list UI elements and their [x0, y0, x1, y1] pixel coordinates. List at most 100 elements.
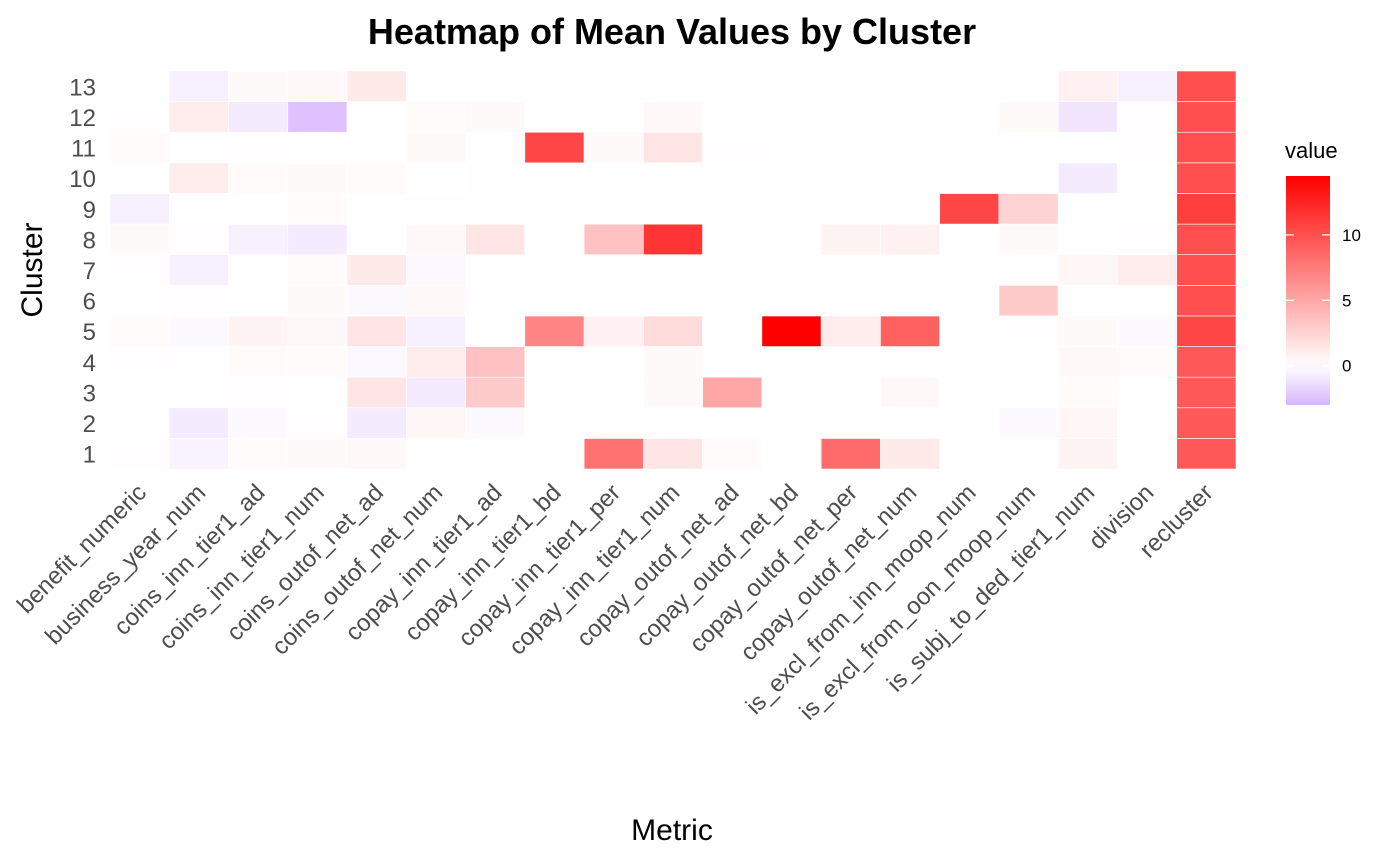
heatmap-cell — [820, 254, 881, 286]
y-tick-label: 3 — [83, 380, 96, 407]
heatmap-cell — [346, 70, 407, 102]
heatmap-cell — [1057, 254, 1118, 286]
heatmap-cell — [1117, 101, 1178, 133]
heatmap-cell — [702, 376, 763, 409]
heatmap-cell — [761, 438, 822, 470]
y-tick-label: 7 — [83, 258, 96, 285]
heatmap-cell — [939, 285, 1000, 317]
heatmap-cell — [524, 285, 585, 317]
heatmap-cell — [524, 193, 585, 225]
heatmap-cell — [109, 223, 170, 255]
heatmap-cell — [939, 376, 1000, 409]
heatmap-cell — [1057, 131, 1118, 164]
heatmap-cell — [168, 376, 229, 409]
heatmap-cell — [998, 254, 1059, 286]
heatmap-cell — [820, 346, 881, 378]
heatmap-cell — [643, 346, 703, 378]
heatmap-cell — [880, 101, 940, 133]
y-tick-label: 9 — [83, 197, 96, 224]
heatmap-cell — [939, 70, 1000, 102]
heatmap-cell — [880, 223, 940, 255]
heatmap-cell — [583, 438, 644, 470]
heatmap-cell — [1117, 376, 1178, 409]
heatmap-cell — [998, 70, 1059, 102]
heatmap-cell — [109, 285, 170, 317]
heatmap-cell — [583, 162, 644, 194]
heatmap-cell — [643, 131, 703, 164]
heatmap-cell — [168, 285, 229, 317]
heatmap-cell — [880, 346, 940, 378]
heatmap-cell — [1057, 407, 1118, 439]
heatmap-cell — [346, 346, 407, 378]
heatmap-cell — [998, 376, 1059, 409]
heatmap-cell — [702, 254, 763, 286]
heatmap-cell — [287, 131, 348, 164]
heatmap-cell — [939, 223, 1000, 255]
heatmap-cell — [346, 315, 407, 347]
heatmap-cell — [287, 101, 348, 133]
heatmap-cell — [406, 70, 466, 102]
heatmap-cell — [643, 101, 703, 133]
heatmap-cell — [1176, 285, 1237, 317]
heatmap-cell — [287, 254, 348, 286]
heatmap-cell — [406, 254, 466, 286]
heatmap-cell — [761, 407, 822, 439]
heatmap-cell — [465, 438, 526, 470]
heatmap-cell — [820, 407, 881, 439]
heatmap-cell — [998, 407, 1059, 439]
heatmap-cell — [465, 285, 526, 317]
heatmap-cell — [643, 407, 703, 439]
heatmap-cell — [1117, 315, 1178, 347]
heatmap-cell — [643, 285, 703, 317]
heatmap-cell — [1117, 285, 1178, 317]
heatmap-cell — [1117, 162, 1178, 194]
heatmap-cell — [583, 223, 644, 255]
heatmap-cell — [406, 223, 466, 255]
heatmap-cell — [346, 254, 407, 286]
heatmap-cell — [998, 162, 1059, 194]
heatmap-cell — [524, 101, 585, 133]
y-tick-label: 11 — [71, 136, 96, 163]
heatmap-cell — [109, 407, 170, 439]
heatmap-cell — [761, 254, 822, 286]
heatmap-cell — [406, 407, 466, 439]
heatmap-cell — [1057, 315, 1118, 347]
heatmap-cell — [465, 70, 526, 102]
heatmap-cell — [524, 254, 585, 286]
heatmap-cell — [524, 223, 585, 255]
heatmap-cell — [1176, 315, 1237, 347]
heatmap-cell — [524, 162, 585, 194]
heatmap-cell — [998, 223, 1059, 255]
heatmap-cell — [465, 101, 526, 133]
heatmap-cell — [1117, 346, 1178, 378]
x-axis-title: Metric — [631, 814, 713, 847]
heatmap-cell — [168, 254, 229, 286]
y-tick-label: 1 — [83, 442, 96, 469]
heatmap-cell — [643, 315, 703, 347]
heatmap-cell — [702, 315, 763, 347]
heatmap-cell — [228, 101, 289, 133]
heatmap-cell — [998, 193, 1059, 225]
heatmap-cell — [346, 376, 407, 409]
heatmap-cell — [1057, 376, 1118, 409]
heatmap-cell — [168, 131, 229, 164]
heatmap-cell — [880, 131, 940, 164]
heatmap-cell — [109, 346, 170, 378]
heatmap-cell — [1117, 70, 1178, 102]
heatmap-cell — [1176, 101, 1237, 133]
heatmap-cell — [346, 223, 407, 255]
heatmap-cell — [287, 285, 348, 317]
heatmap-cell — [880, 376, 940, 409]
heatmap-cell — [880, 193, 940, 225]
heatmap-cell — [228, 376, 289, 409]
heatmap-cell — [406, 131, 466, 164]
heatmap-cell — [643, 438, 703, 470]
heatmap-cell — [939, 131, 1000, 164]
heatmap-cell — [761, 101, 822, 133]
heatmap-cell — [761, 162, 822, 194]
heatmap-cell — [228, 193, 289, 225]
heatmap-cell — [820, 285, 881, 317]
heatmap-cell — [939, 346, 1000, 378]
chart-title: Heatmap of Mean Values by Cluster — [368, 11, 976, 52]
heatmap-cell — [465, 376, 526, 409]
